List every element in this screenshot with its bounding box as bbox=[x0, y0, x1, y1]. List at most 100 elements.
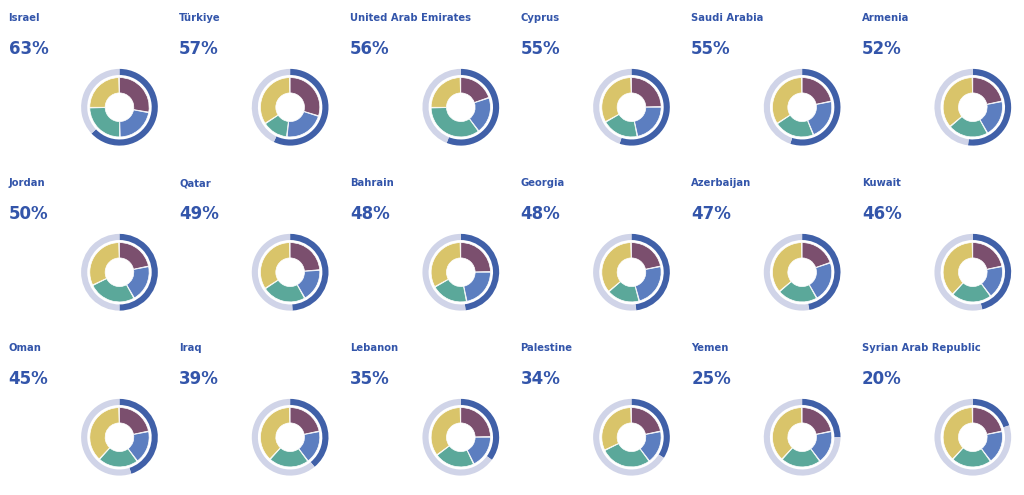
Wedge shape bbox=[772, 243, 802, 291]
Wedge shape bbox=[270, 448, 307, 467]
Wedge shape bbox=[290, 399, 329, 467]
Wedge shape bbox=[461, 243, 490, 272]
Text: Yemen: Yemen bbox=[691, 343, 728, 353]
Wedge shape bbox=[632, 234, 670, 310]
Wedge shape bbox=[943, 243, 973, 294]
Wedge shape bbox=[120, 407, 148, 434]
Text: Israel: Israel bbox=[8, 13, 40, 23]
Text: Bahrain: Bahrain bbox=[350, 178, 393, 188]
Wedge shape bbox=[461, 407, 490, 437]
Wedge shape bbox=[935, 69, 973, 146]
Wedge shape bbox=[265, 280, 304, 302]
Wedge shape bbox=[935, 399, 1011, 476]
Wedge shape bbox=[120, 399, 158, 474]
Text: 52%: 52% bbox=[862, 40, 901, 57]
Text: Iraq: Iraq bbox=[179, 343, 202, 353]
Text: Azerbaijan: Azerbaijan bbox=[691, 178, 752, 188]
Wedge shape bbox=[431, 78, 461, 107]
Wedge shape bbox=[297, 270, 319, 298]
Wedge shape bbox=[252, 399, 314, 476]
Wedge shape bbox=[632, 399, 670, 458]
Wedge shape bbox=[791, 69, 841, 146]
Wedge shape bbox=[635, 267, 662, 301]
Wedge shape bbox=[777, 115, 813, 137]
Wedge shape bbox=[602, 78, 631, 122]
Wedge shape bbox=[602, 407, 631, 450]
Wedge shape bbox=[120, 234, 158, 311]
Wedge shape bbox=[252, 234, 293, 310]
Wedge shape bbox=[606, 114, 637, 137]
Wedge shape bbox=[780, 282, 816, 302]
Wedge shape bbox=[437, 446, 473, 467]
Wedge shape bbox=[802, 243, 830, 267]
Wedge shape bbox=[431, 407, 461, 455]
Text: 45%: 45% bbox=[8, 370, 48, 388]
Wedge shape bbox=[982, 432, 1002, 461]
Wedge shape bbox=[120, 78, 150, 112]
Wedge shape bbox=[764, 234, 809, 310]
Wedge shape bbox=[632, 78, 662, 107]
Wedge shape bbox=[802, 78, 831, 104]
Wedge shape bbox=[290, 407, 319, 434]
Wedge shape bbox=[973, 78, 1001, 104]
Wedge shape bbox=[950, 117, 987, 137]
Wedge shape bbox=[90, 243, 119, 285]
Wedge shape bbox=[93, 279, 134, 302]
Wedge shape bbox=[943, 407, 973, 459]
Wedge shape bbox=[287, 112, 318, 137]
Wedge shape bbox=[127, 267, 150, 298]
Wedge shape bbox=[802, 234, 841, 310]
Wedge shape bbox=[252, 69, 290, 142]
Text: Jordan: Jordan bbox=[8, 178, 45, 188]
Wedge shape bbox=[772, 407, 802, 459]
Wedge shape bbox=[635, 107, 662, 136]
Wedge shape bbox=[290, 243, 319, 271]
Wedge shape bbox=[982, 267, 1002, 296]
Wedge shape bbox=[273, 69, 329, 146]
Wedge shape bbox=[593, 234, 636, 310]
Wedge shape bbox=[620, 69, 670, 146]
Wedge shape bbox=[772, 78, 802, 123]
Wedge shape bbox=[632, 243, 660, 269]
Wedge shape bbox=[260, 243, 290, 288]
Wedge shape bbox=[782, 448, 819, 467]
Text: 46%: 46% bbox=[862, 204, 901, 223]
Text: 63%: 63% bbox=[8, 40, 48, 57]
Wedge shape bbox=[811, 432, 831, 461]
Text: Syrian Arab Republic: Syrian Arab Republic bbox=[862, 343, 981, 353]
Wedge shape bbox=[973, 234, 1011, 309]
Wedge shape bbox=[602, 243, 631, 291]
Text: 20%: 20% bbox=[862, 370, 901, 388]
Text: 39%: 39% bbox=[179, 370, 219, 388]
Wedge shape bbox=[935, 234, 982, 310]
Wedge shape bbox=[953, 448, 990, 467]
Text: Oman: Oman bbox=[8, 343, 41, 353]
Wedge shape bbox=[99, 448, 137, 467]
Wedge shape bbox=[461, 234, 499, 310]
Wedge shape bbox=[90, 78, 119, 107]
Wedge shape bbox=[973, 407, 1001, 434]
Wedge shape bbox=[90, 407, 119, 459]
Wedge shape bbox=[609, 282, 639, 302]
Text: 55%: 55% bbox=[520, 40, 560, 57]
Wedge shape bbox=[265, 115, 289, 137]
Wedge shape bbox=[128, 432, 150, 461]
Wedge shape bbox=[980, 101, 1002, 133]
Wedge shape bbox=[435, 280, 466, 302]
Wedge shape bbox=[808, 101, 831, 135]
Text: Palestine: Palestine bbox=[520, 343, 572, 353]
Text: Georgia: Georgia bbox=[520, 178, 565, 188]
Wedge shape bbox=[470, 98, 490, 131]
Text: 50%: 50% bbox=[8, 204, 48, 223]
Text: Armenia: Armenia bbox=[862, 13, 909, 23]
Wedge shape bbox=[260, 407, 290, 459]
Wedge shape bbox=[290, 234, 329, 310]
Text: Türkiye: Türkiye bbox=[179, 13, 221, 23]
Wedge shape bbox=[120, 110, 148, 137]
Wedge shape bbox=[81, 399, 131, 476]
Wedge shape bbox=[953, 283, 990, 302]
Text: 56%: 56% bbox=[350, 40, 389, 57]
Wedge shape bbox=[423, 399, 492, 476]
Wedge shape bbox=[464, 272, 490, 301]
Wedge shape bbox=[764, 399, 841, 476]
